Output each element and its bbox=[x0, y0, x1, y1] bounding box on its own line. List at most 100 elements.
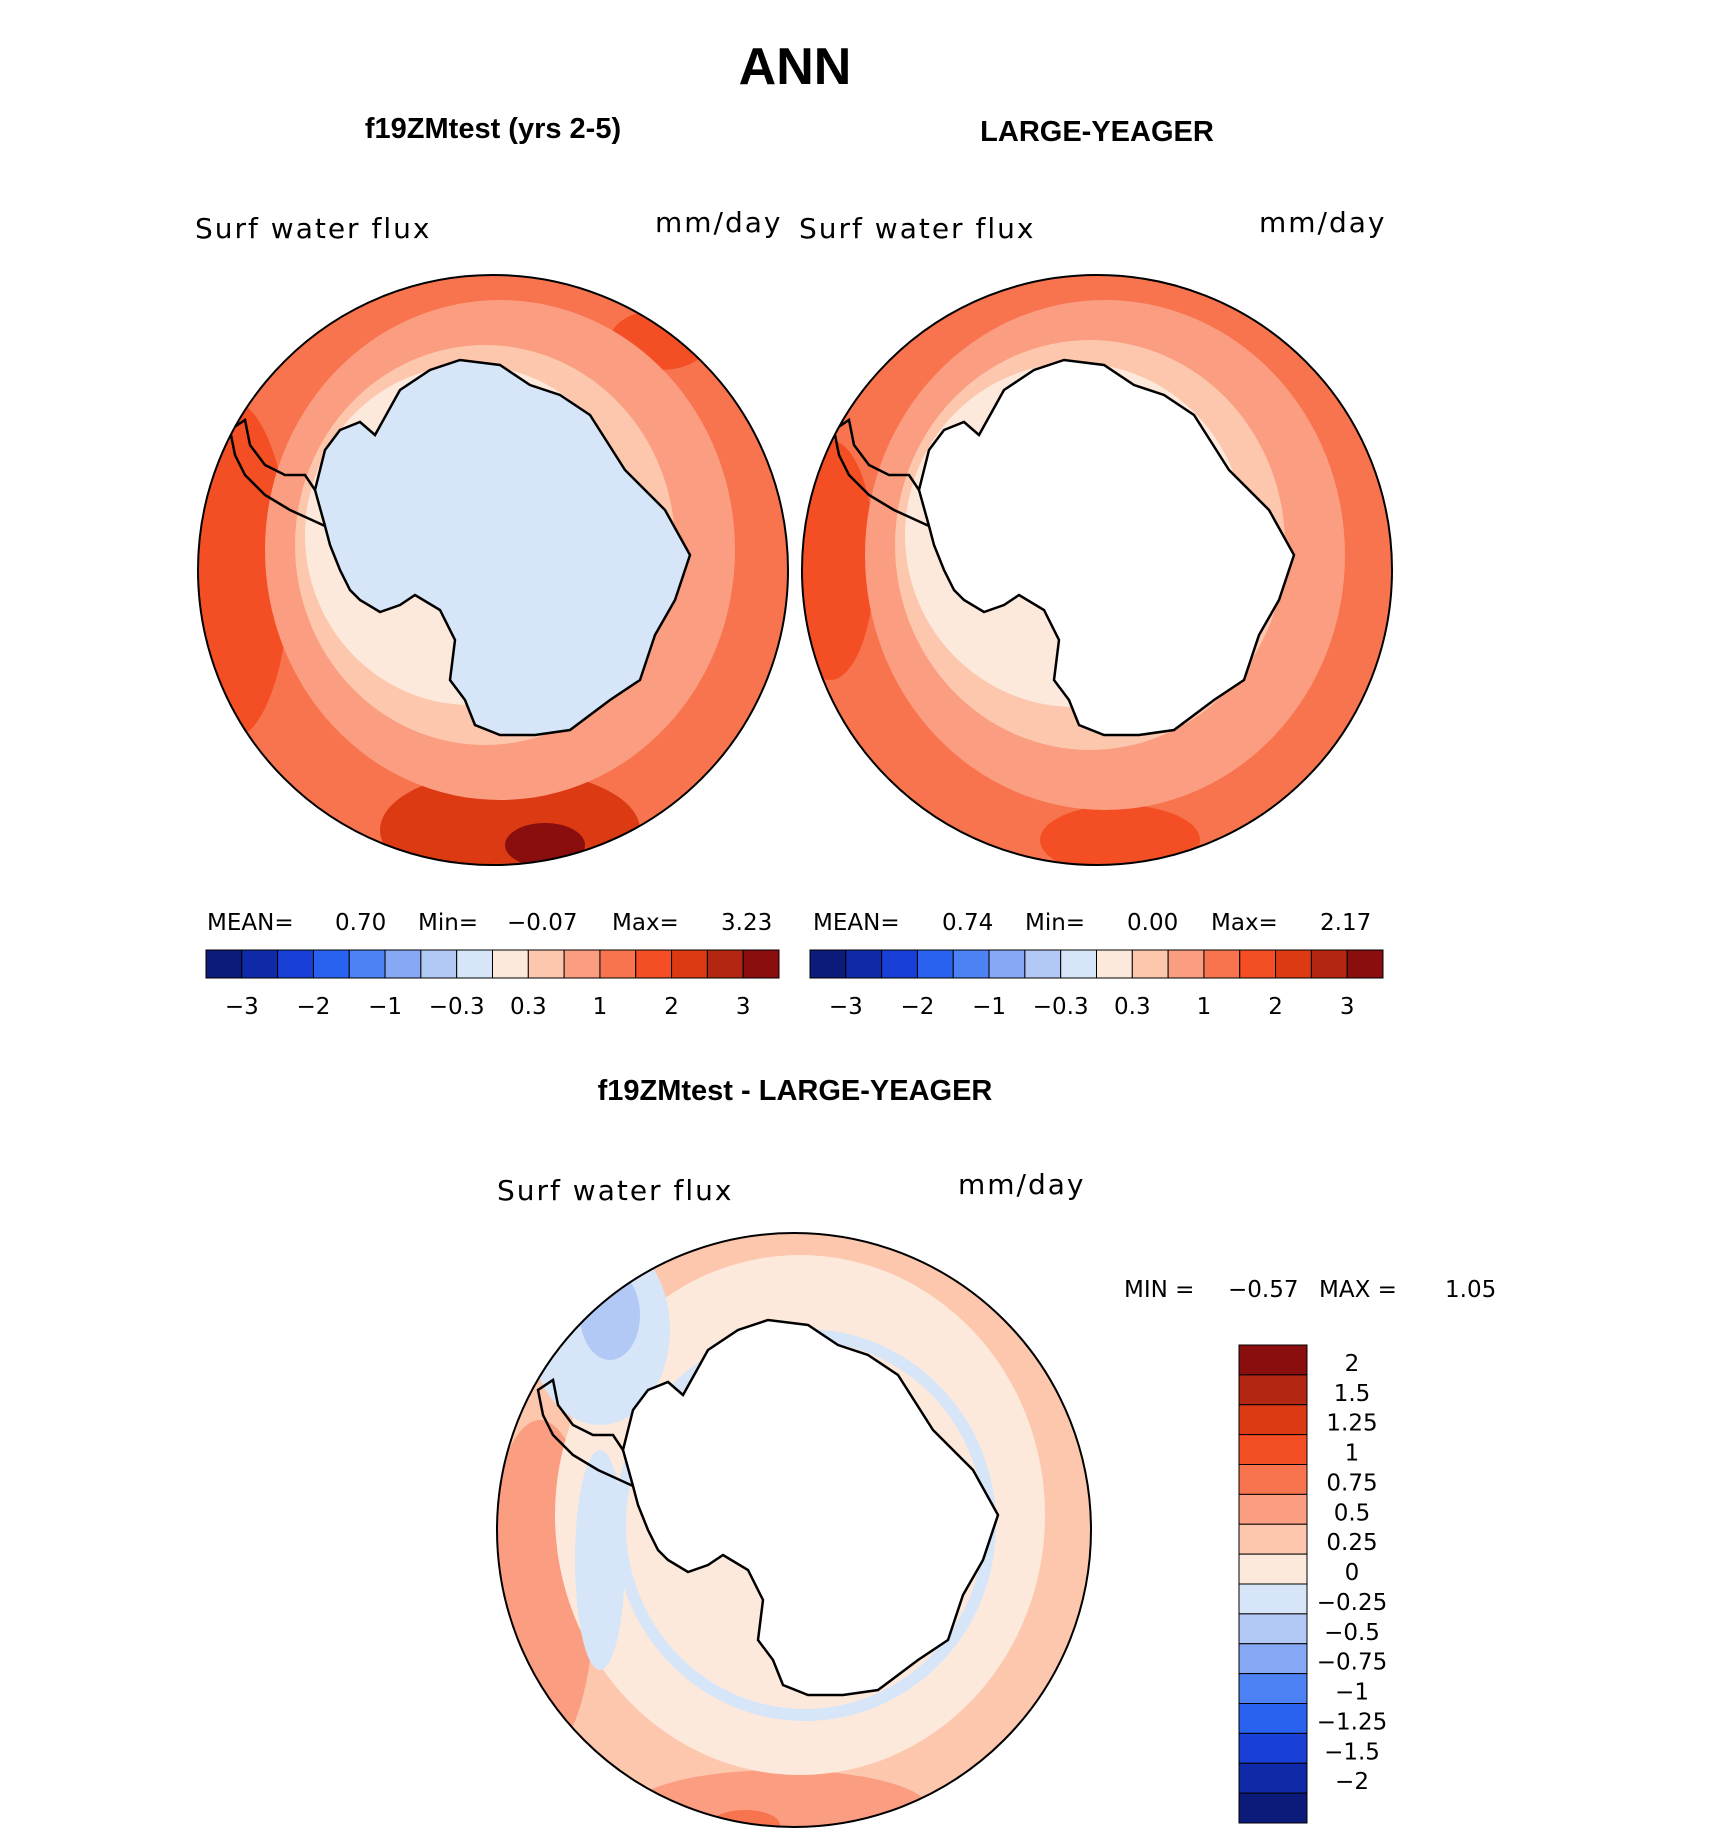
colorbar-swatch bbox=[492, 949, 529, 979]
stat-min-label: MIN = bbox=[1124, 1277, 1194, 1303]
stat-min-value: 0.00 bbox=[1127, 910, 1178, 936]
colorbar-swatch bbox=[1203, 949, 1241, 979]
stat-min-label: Min= bbox=[418, 910, 478, 936]
colorbar-tick-label: 1 bbox=[593, 994, 608, 1020]
stat-max-value: 2.17 bbox=[1320, 910, 1371, 936]
colorbar-tick-label: 2 bbox=[664, 994, 679, 1020]
panel-model-stats: MEAN= 0.70 Min= −0.07 Max= 3.23 bbox=[207, 910, 772, 936]
stat-mean-label: MEAN= bbox=[207, 910, 294, 936]
colorbar-swatch bbox=[1096, 949, 1133, 979]
colorbar-swatch bbox=[384, 949, 422, 979]
figure-title: ANN bbox=[739, 38, 852, 96]
colorbar-tick-label: −0.25 bbox=[1317, 1590, 1387, 1616]
panel-diff-units: mm/day bbox=[958, 1168, 1086, 1201]
colorbar-swatch bbox=[241, 949, 279, 979]
stat-max-label: Max= bbox=[1211, 910, 1278, 936]
colorbar-swatch bbox=[1238, 1374, 1308, 1406]
colorbar-tick-label: 0.75 bbox=[1326, 1470, 1377, 1496]
colorbar-tick-label: 1.25 bbox=[1326, 1411, 1377, 1437]
colorbar-swatch bbox=[1238, 1703, 1308, 1734]
colorbar-swatch bbox=[1238, 1792, 1308, 1824]
colorbar-swatch bbox=[916, 949, 954, 979]
colorbar-tick-label: 3 bbox=[1340, 994, 1355, 1020]
panel-diff-case-title: f19ZMtest - LARGE-YEAGER bbox=[598, 1075, 993, 1107]
panel-model-units: mm/day bbox=[655, 206, 783, 239]
stat-max-value: 1.05 bbox=[1445, 1277, 1496, 1303]
colorbar-swatch bbox=[1238, 1762, 1308, 1794]
panel-model: f19ZMtest (yrs 2-5) Surf water flux mm/d… bbox=[195, 113, 789, 1020]
colorbar-swatch bbox=[1238, 1493, 1308, 1525]
colorbar-swatch bbox=[952, 949, 990, 979]
colorbar-tick-label: −1 bbox=[368, 994, 402, 1020]
stat-min-value: −0.07 bbox=[507, 910, 577, 936]
colorbar-tick-label: −0.3 bbox=[429, 994, 485, 1020]
stat-min-value: −0.57 bbox=[1228, 1277, 1298, 1303]
stat-max-label: MAX = bbox=[1319, 1277, 1397, 1303]
panel-obs-case-title: LARGE-YEAGER bbox=[980, 116, 1214, 148]
colorbar-tick-label: 1.5 bbox=[1334, 1381, 1371, 1407]
colorbar-swatch bbox=[312, 949, 350, 979]
stat-mean-label: MEAN= bbox=[813, 910, 900, 936]
panel-obs: LARGE-YEAGER Surf water flux mm/day MEAN… bbox=[799, 116, 1393, 1020]
colorbar-swatch bbox=[1238, 1673, 1308, 1704]
panel-model-variable: Surf water flux bbox=[195, 212, 431, 245]
colorbar-swatch bbox=[420, 949, 458, 979]
colorbar-tick-label: 0.5 bbox=[1334, 1500, 1371, 1526]
colorbar-swatch bbox=[456, 949, 493, 979]
colorbar-swatch bbox=[1275, 949, 1312, 979]
colorbar-tick-label: −3 bbox=[829, 994, 863, 1020]
colorbar-swatch bbox=[988, 949, 1026, 979]
colorbar-tick-label: −1.5 bbox=[1324, 1739, 1380, 1765]
stat-min-label: Min= bbox=[1025, 910, 1085, 936]
colorbar-tick-label: −3 bbox=[225, 994, 259, 1020]
colorbar-swatch bbox=[1060, 949, 1097, 979]
colorbar-diff: 2 1.5 1.25 1 0.75 0.5 0.25 0 −0.25 −0.5 −0.75 −1 −1.… bbox=[1238, 1344, 1387, 1824]
colorbar-swatch bbox=[1238, 1553, 1308, 1585]
panel-diff-map bbox=[497, 1233, 1091, 1827]
colorbar-swatch bbox=[881, 949, 918, 979]
field-west-neg bbox=[575, 1450, 625, 1670]
colorbar-swatch bbox=[1310, 949, 1348, 979]
colorbar-tick-label: −0.3 bbox=[1033, 994, 1089, 1020]
colorbar-swatch bbox=[742, 949, 780, 979]
colorbar-swatch bbox=[1024, 949, 1062, 979]
colorbar-swatch bbox=[599, 949, 637, 979]
panel-obs-map bbox=[802, 275, 1392, 865]
colorbar-tick-label: −0.75 bbox=[1317, 1650, 1387, 1676]
colorbar-swatch bbox=[1238, 1732, 1308, 1764]
colorbar-tick-label: −1 bbox=[1335, 1680, 1369, 1706]
colorbar-swatch bbox=[1238, 1643, 1308, 1675]
colorbar-tick-label: −2 bbox=[900, 994, 934, 1020]
stat-max-value: 3.23 bbox=[721, 910, 772, 936]
colorbar-tick-label: −1 bbox=[972, 994, 1006, 1020]
panel-model-map-border bbox=[197, 274, 789, 866]
colorbar-tick-label: −0.5 bbox=[1324, 1620, 1380, 1646]
colorbar-swatch bbox=[1238, 1613, 1308, 1645]
colorbar-swatch bbox=[277, 949, 314, 979]
colorbar-swatch bbox=[671, 949, 708, 979]
panel-obs-units: mm/day bbox=[1259, 206, 1387, 239]
colorbar-swatch bbox=[1238, 1464, 1308, 1495]
colorbar-swatch bbox=[563, 949, 601, 979]
colorbar-swatch bbox=[527, 949, 565, 979]
colorbar-swatch bbox=[1238, 1583, 1308, 1615]
colorbar-tick-label: 0 bbox=[1345, 1560, 1360, 1586]
colorbar-swatch bbox=[1131, 949, 1169, 979]
panel-model-map bbox=[198, 275, 788, 865]
colorbar-tick-label: 0.25 bbox=[1326, 1530, 1377, 1556]
colorbar-swatch bbox=[1238, 1523, 1308, 1555]
colorbar-swatch bbox=[635, 949, 673, 979]
colorbar-tick-label: 3 bbox=[736, 994, 751, 1020]
colorbar-swatch bbox=[1238, 1344, 1308, 1376]
colorbar-swatch bbox=[1346, 949, 1384, 979]
field-south-pos bbox=[630, 1770, 930, 1827]
panel-diff-map-border bbox=[496, 1232, 1092, 1828]
panel-obs-variable: Surf water flux bbox=[799, 212, 1035, 245]
panel-obs-map-border bbox=[801, 274, 1393, 866]
field-west-max bbox=[802, 440, 875, 680]
colorbar-tick-label: 1 bbox=[1345, 1441, 1360, 1467]
colorbar-swatch bbox=[1238, 1404, 1308, 1436]
colorbar-swatch bbox=[1239, 949, 1277, 979]
stat-mean-value: 0.74 bbox=[942, 910, 993, 936]
